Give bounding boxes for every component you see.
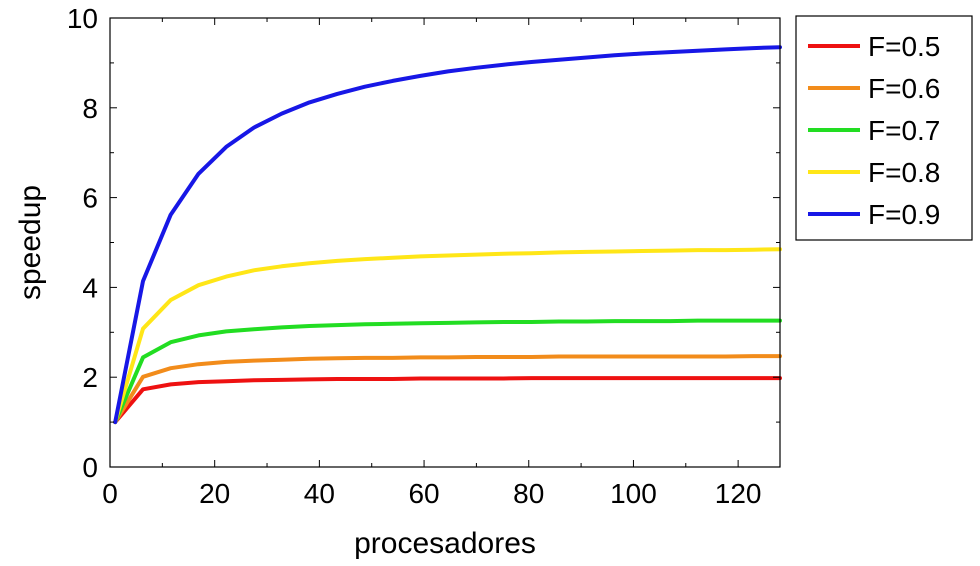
legend-label: F=0.5 — [868, 31, 940, 62]
y-ticks: 0 2 4 6 8 10 — [67, 3, 780, 483]
axes — [109, 17, 781, 468]
x-tick-label: 60 — [408, 478, 439, 509]
series-line-f-0-9 — [113, 45, 782, 425]
series-lines — [113, 45, 782, 425]
legend-label: F=0.9 — [868, 199, 940, 230]
x-ticks: 0 20 40 60 80 100 120 — [102, 18, 761, 509]
legend-label: F=0.6 — [868, 73, 940, 104]
x-tick-label: 40 — [304, 478, 335, 509]
legend-label: F=0.7 — [868, 115, 940, 146]
plot-frame — [109, 17, 781, 468]
y-tick-label: 6 — [82, 183, 98, 214]
series-line-f-0-6 — [113, 354, 782, 425]
series-line-f-0-8 — [113, 247, 782, 425]
y-tick-label: 4 — [82, 272, 98, 303]
x-tick-label: 20 — [199, 478, 230, 509]
y-axis-title: speedup — [14, 185, 47, 300]
legend-label: F=0.8 — [868, 157, 940, 188]
y-tick-label: 2 — [82, 362, 98, 393]
x-axis-title: procesadores — [354, 527, 536, 560]
x-tick-label: 120 — [715, 478, 762, 509]
series-line-f-0-5 — [113, 376, 782, 425]
series-line-f-0-7 — [113, 318, 782, 425]
x-tick-label: 0 — [102, 478, 118, 509]
x-tick-label: 80 — [513, 478, 544, 509]
x-tick-label: 100 — [610, 478, 657, 509]
y-tick-label: 8 — [82, 93, 98, 124]
y-tick-label: 10 — [67, 3, 98, 34]
y-tick-label: 0 — [82, 452, 98, 483]
legend: F=0.5 F=0.6 F=0.7 F=0.8 F=0.9 — [795, 15, 973, 241]
